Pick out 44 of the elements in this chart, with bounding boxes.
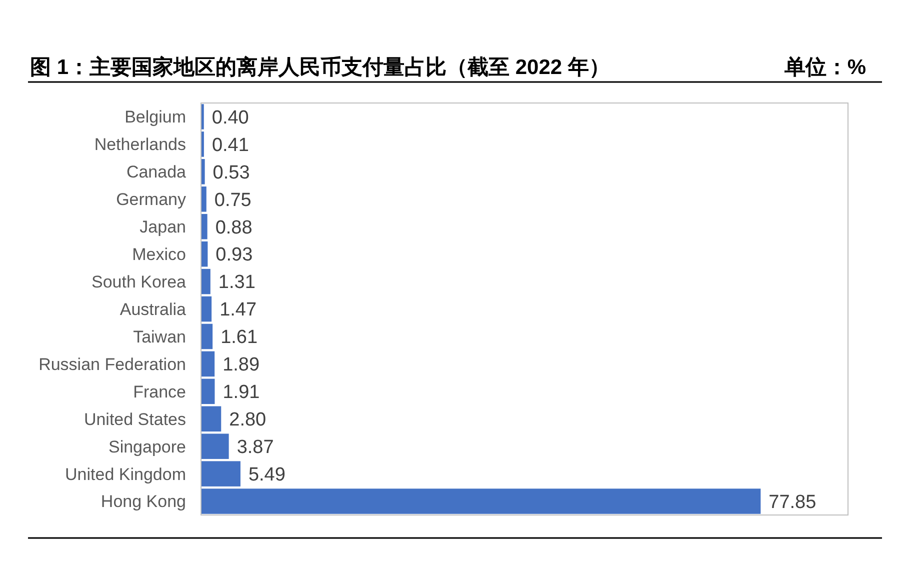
bar: [201, 186, 206, 212]
data-label: 0.75: [214, 190, 252, 211]
y-tick-label: Singapore: [108, 437, 186, 456]
y-tick-label: South Korea: [91, 272, 187, 292]
bar: [201, 268, 210, 294]
chart-title: 图 1：主要国家地区的离岸人民币支付量占比（截至 2022 年）: [30, 55, 610, 79]
data-label: 0.88: [215, 217, 252, 238]
y-tick-label: Russian Federation: [38, 354, 186, 374]
data-label: 77.85: [768, 492, 816, 513]
bar: [201, 406, 222, 432]
data-label: 2.80: [229, 410, 266, 431]
data-label: 1.89: [222, 354, 260, 376]
bar: [201, 159, 205, 184]
y-tick-label: Mexico: [132, 245, 186, 264]
bar: [201, 488, 761, 514]
data-label: 0.53: [212, 162, 250, 184]
data-label: 1.61: [220, 327, 258, 348]
bar: [201, 214, 208, 240]
bar: [201, 378, 215, 404]
data-label: 3.87: [236, 436, 274, 458]
bar: [201, 296, 212, 322]
y-tick-label: Netherlands: [94, 135, 186, 154]
bar: [201, 351, 215, 377]
y-tick-label: Australia: [120, 300, 187, 319]
bar: [201, 434, 229, 459]
y-tick-label: Belgium: [124, 108, 186, 127]
y-tick-label: United Kingdom: [65, 464, 186, 484]
y-tick-label: Hong Kong: [100, 492, 186, 512]
y-tick-label: Taiwan: [133, 327, 186, 346]
y-tick-label: Canada: [126, 162, 187, 182]
bar: [201, 324, 213, 350]
y-tick-label: Germany: [116, 190, 186, 210]
data-label: 5.49: [248, 464, 286, 486]
bar: [201, 461, 240, 486]
data-label: 0.41: [212, 134, 249, 156]
y-tick-label: United States: [84, 410, 186, 429]
data-label: 0.93: [216, 244, 253, 266]
data-label: 0.40: [212, 107, 249, 128]
chart-subtitle: 单位：%: [783, 56, 866, 79]
y-tick-label: Japan: [140, 218, 186, 237]
data-label: 1.31: [218, 272, 256, 294]
data-label: 1.47: [220, 300, 257, 321]
y-tick-label: France: [133, 382, 186, 402]
data-label: 1.91: [222, 382, 260, 404]
